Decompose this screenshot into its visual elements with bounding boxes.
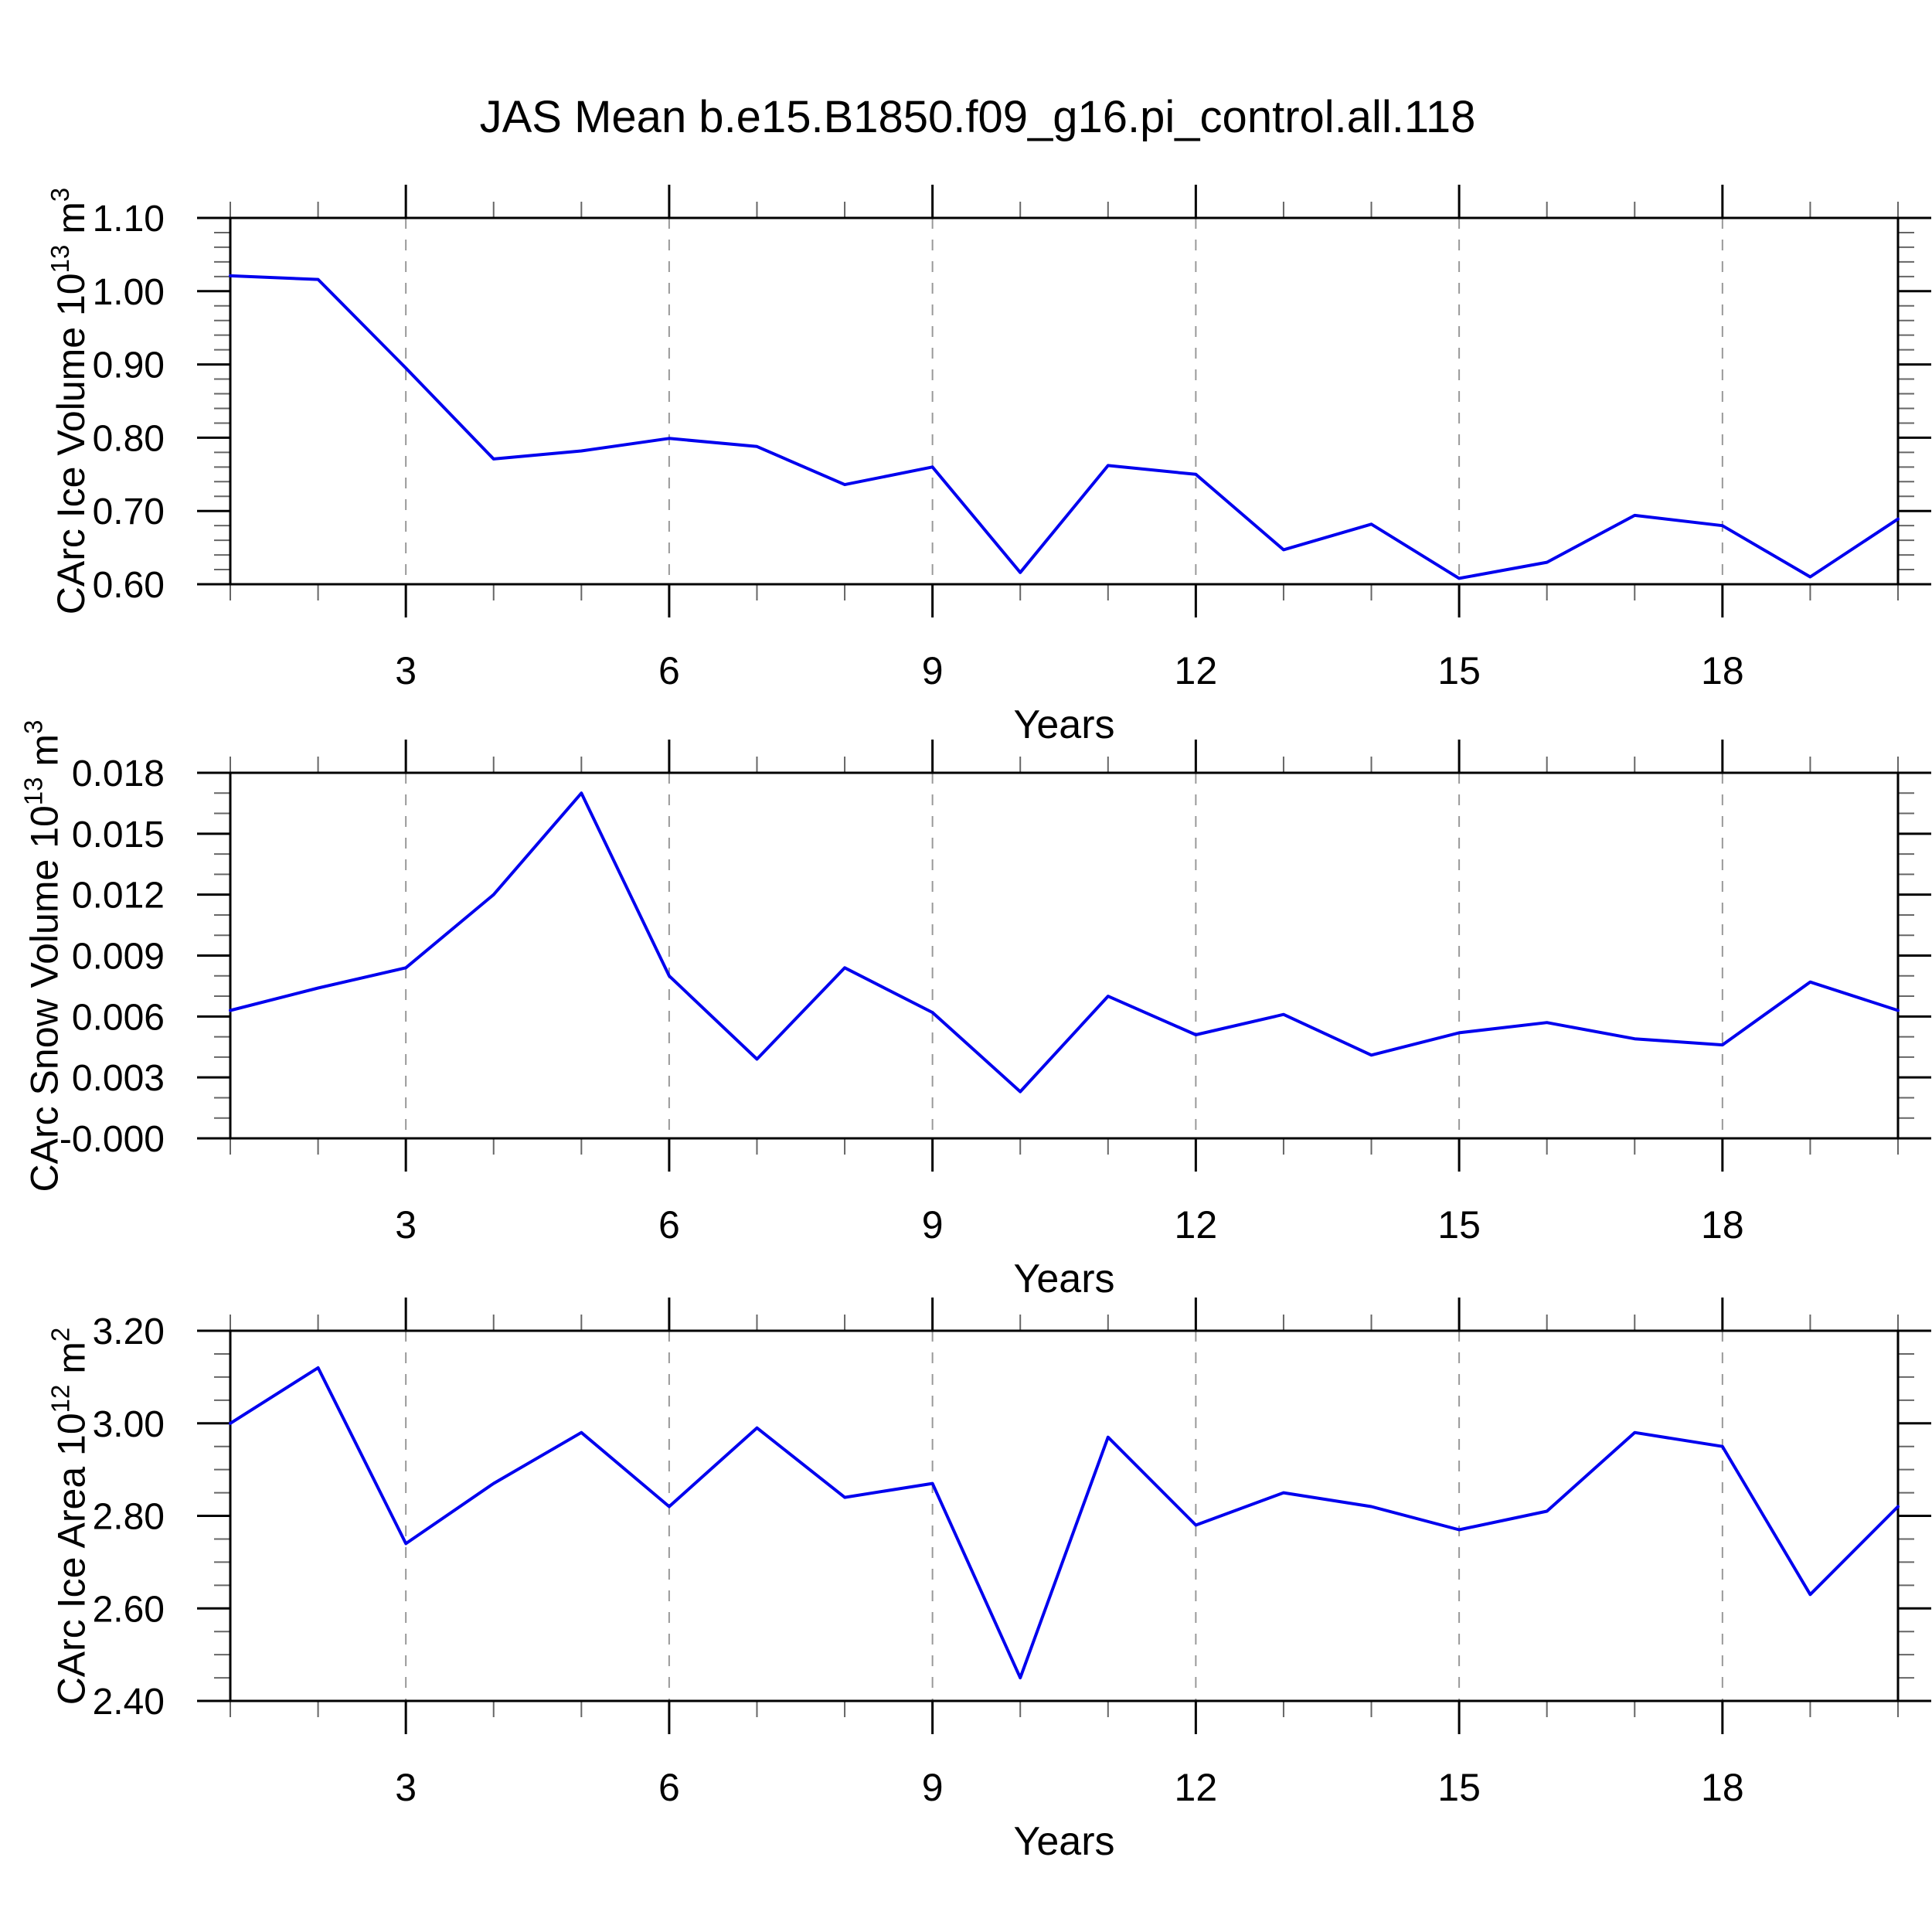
y-axis-label-superscript: 13	[45, 244, 74, 274]
y-tick-label: 0.006	[72, 997, 165, 1038]
y-tick-label: 0.018	[72, 753, 165, 794]
data-line-snow-volume	[229, 791, 1900, 1094]
x-tick-label: 12	[1175, 1203, 1218, 1247]
y-tick-label: 1.10	[93, 199, 165, 240]
y-tick-label: 0.012	[72, 876, 165, 917]
y-axis-label-text: CArc Snow Volume 10	[22, 804, 66, 1192]
x-tick-label: 6	[658, 649, 680, 692]
y-tick-label: 0.009	[72, 937, 165, 978]
panel-snow-volume: 3 6 9 12 15 18 Years 0.018 0.015 0.012 0.009 0.006 0…	[60, 740, 1931, 1301]
y-axis-label-superscript: 3	[45, 187, 74, 202]
chart-title: JAS Mean b.e15.B1850.f09_g16.pi_control.…	[479, 92, 1476, 142]
y-tick-label: 1.00	[93, 272, 165, 313]
y-tick-label: 3.00	[93, 1404, 165, 1445]
x-tick-label: 3	[395, 649, 417, 692]
x-tick-label: 15	[1437, 1203, 1481, 1247]
y-tick-label: 0.015	[72, 815, 165, 855]
x-tick-label: 15	[1437, 1766, 1481, 1809]
y-tick-label: 2.40	[93, 1682, 165, 1723]
y-axis-label-superscript: 12	[45, 1384, 74, 1413]
y-axis-label-text: m	[22, 733, 66, 777]
y-tick-label: 0.90	[93, 345, 165, 386]
y-axis-label-snow-volume: CArc Snow Volume 1013 m3	[5, 680, 83, 1231]
y-axis-label-ice-volume: CArc Ice Volume 1013 m3	[32, 125, 110, 677]
panel-ice-area: 3 6 9 12 15 18 Years 3.20 3.00 2.80 2.60 2.40	[93, 1298, 1931, 1864]
x-tick-label: 18	[1701, 649, 1744, 692]
panel-ice-volume: 3 6 9 12 15 18 Years 1.10 1.00 0.90 0.80 0.70 0.60	[93, 185, 1931, 747]
x-axis-label: Years	[1013, 1257, 1114, 1301]
x-tick-label: 18	[1701, 1203, 1744, 1247]
y-axis-label-superscript: 3	[18, 719, 47, 734]
plot-box	[229, 1329, 1900, 1702]
x-axis-label: Years	[1013, 1819, 1114, 1864]
x-tick-label: 15	[1437, 649, 1481, 692]
x-tick-label: 3	[395, 1203, 417, 1247]
y-tick-label: 2.80	[93, 1497, 165, 1538]
x-tick-label: 6	[658, 1766, 680, 1809]
y-tick-label: 0.60	[93, 565, 165, 606]
y-tick-label: 0.80	[93, 418, 165, 459]
plot-box	[229, 216, 1900, 586]
y-axis-label-text: m	[49, 202, 93, 245]
y-axis-label-text: m	[49, 1341, 93, 1385]
x-tick-label: 9	[922, 1203, 944, 1247]
y-axis-label-superscript: 13	[18, 776, 47, 805]
x-tick-label: 12	[1175, 649, 1218, 692]
x-tick-label: 6	[658, 1203, 680, 1247]
plot-box	[229, 771, 1900, 1140]
y-tick-label: 0.003	[72, 1058, 165, 1099]
data-line-ice-area	[229, 1366, 1900, 1680]
x-tick-label: 3	[395, 1766, 417, 1809]
x-tick-label: 18	[1701, 1766, 1744, 1809]
y-axis-label-superscript: 2	[45, 1327, 74, 1342]
y-tick-label: 3.20	[93, 1311, 165, 1352]
y-tick-label: 0.70	[93, 492, 165, 532]
x-axis-label: Years	[1013, 702, 1114, 747]
y-tick-label: 2.60	[93, 1589, 165, 1630]
y-tick-label: -0.000	[60, 1119, 165, 1160]
y-axis-label-text: CArc Ice Area 10	[49, 1412, 93, 1705]
x-tick-label: 12	[1175, 1766, 1218, 1809]
data-line-ice-volume	[229, 274, 1900, 580]
y-axis-label-text: CArc Ice Volume 10	[49, 273, 93, 615]
x-tick-label: 9	[922, 649, 944, 692]
y-axis-label-ice-area: CArc Ice Area 1012 m2	[32, 1238, 110, 1794]
x-tick-label: 9	[922, 1766, 944, 1809]
